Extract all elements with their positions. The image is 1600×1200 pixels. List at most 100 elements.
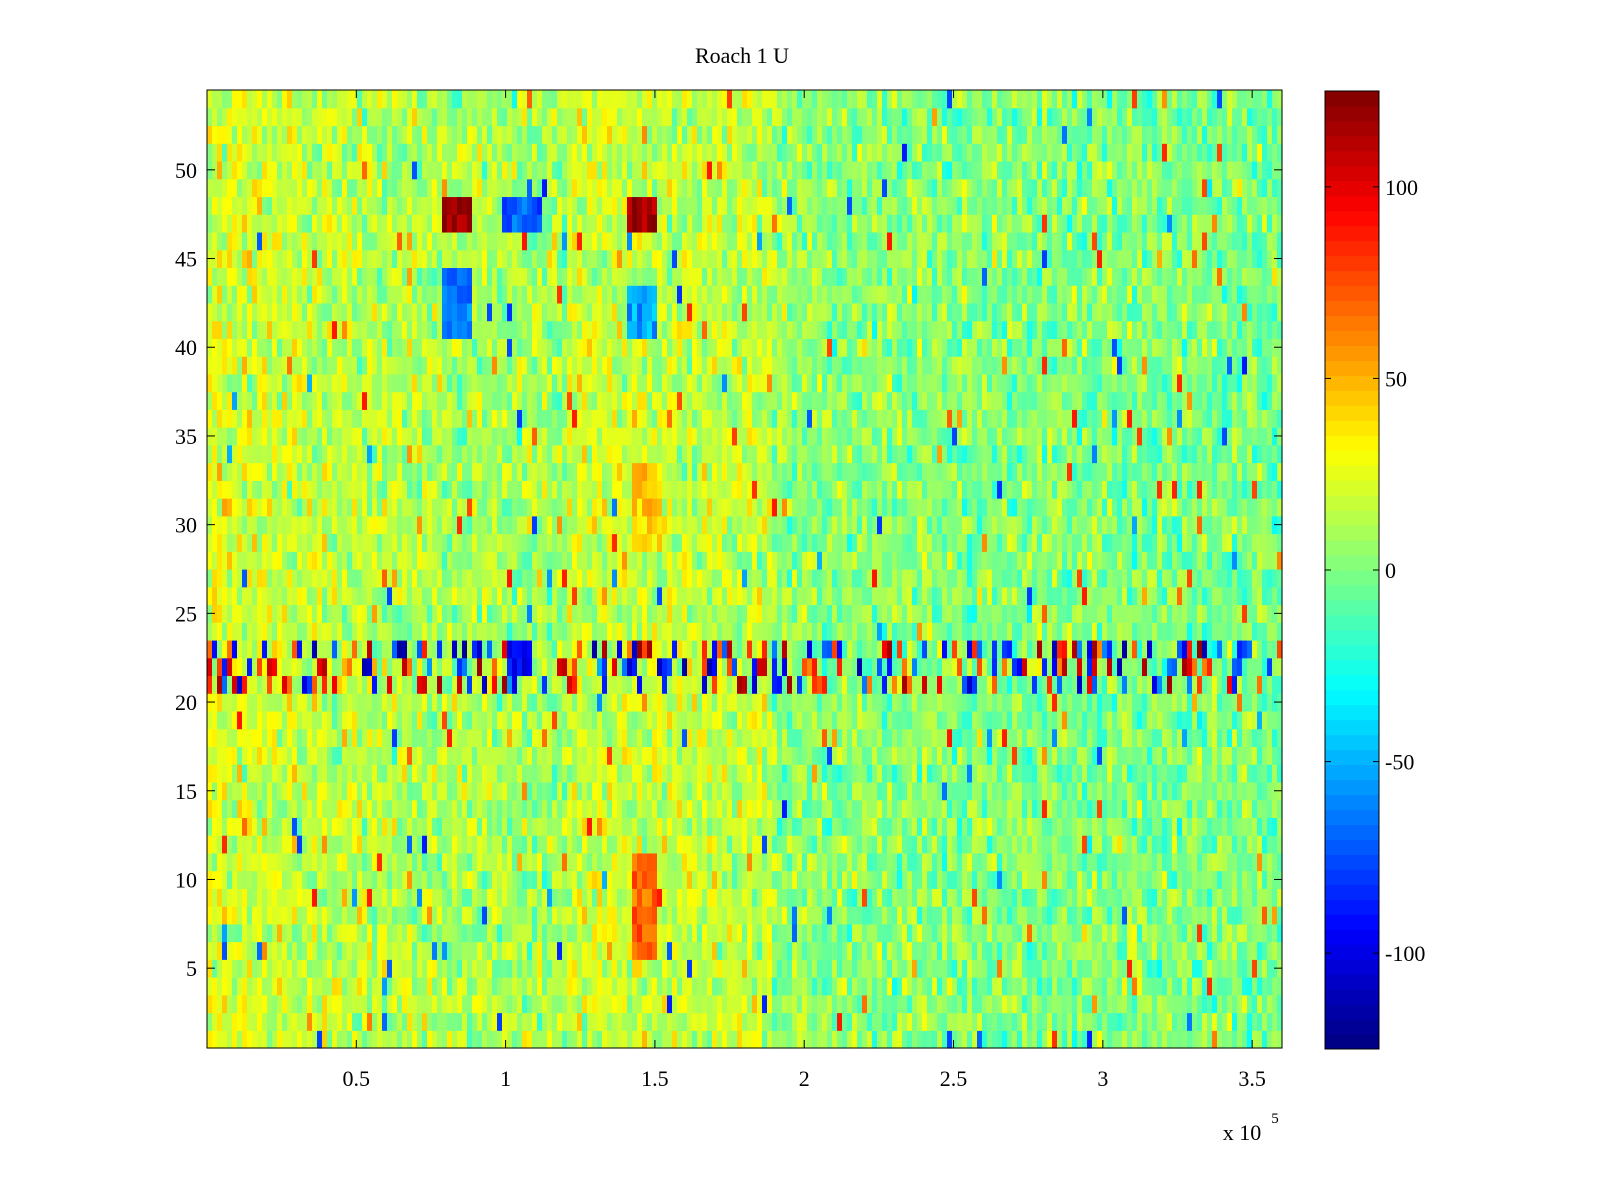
heatmap-cell: [682, 657, 688, 677]
heatmap-cell: [847, 817, 853, 836]
heatmap-cell: [812, 639, 818, 659]
heatmap-cell: [767, 941, 773, 960]
heatmap-cell: [737, 906, 743, 925]
heatmap-cell: [1082, 994, 1088, 1014]
heatmap-cell: [1002, 1012, 1008, 1031]
heatmap-cell: [447, 888, 453, 907]
heatmap-cell: [1102, 693, 1108, 712]
heatmap-cell: [1182, 977, 1188, 996]
heatmap-cell: [372, 977, 378, 996]
heatmap-cell: [1252, 764, 1258, 783]
heatmap-cell: [1137, 1030, 1143, 1049]
heatmap-cell: [227, 852, 233, 872]
heatmap-cell: [1102, 923, 1108, 943]
heatmap-cell: [247, 728, 253, 748]
heatmap-cell: [867, 764, 873, 783]
heatmap-cell: [1127, 746, 1133, 765]
heatmap-cell: [752, 923, 758, 943]
heatmap-cell: [822, 639, 828, 659]
heatmap-cell: [1267, 959, 1273, 978]
heatmap-cell: [1042, 870, 1048, 889]
heatmap-cell: [1232, 799, 1238, 818]
heatmap-cell: [262, 994, 268, 1014]
heatmap-cell: [387, 728, 393, 748]
heatmap-cell: [302, 746, 308, 765]
heatmap-cell: [277, 639, 283, 659]
heatmap-cell: [717, 994, 723, 1014]
heatmap-cell: [452, 781, 458, 801]
heatmap-cell: [577, 906, 583, 925]
heatmap-cell: [912, 728, 918, 748]
heatmap-cell: [507, 781, 513, 801]
heatmap-cell: [757, 781, 763, 801]
heatmap-cell: [1262, 888, 1268, 907]
heatmap-cell: [597, 923, 603, 943]
heatmap-cell: [1047, 888, 1053, 907]
heatmap-cell: [1132, 693, 1138, 712]
heatmap-cell: [1072, 675, 1078, 694]
heatmap-cell: [717, 923, 723, 943]
heatmap-cell: [547, 746, 553, 765]
heatmap-cell: [622, 1030, 628, 1049]
heatmap-cell: [652, 852, 658, 872]
heatmap-cell: [317, 870, 323, 889]
heatmap-cell: [767, 977, 773, 996]
heatmap-cell: [642, 1012, 648, 1031]
heatmap-cell: [277, 852, 283, 872]
heatmap-cell: [1207, 799, 1213, 818]
heatmap-cell: [217, 959, 223, 978]
heatmap-cell: [942, 1012, 948, 1031]
heatmap-cell: [1037, 835, 1043, 854]
heatmap-cell: [652, 1030, 658, 1049]
heatmap-cell: [662, 977, 668, 996]
heatmap-cell: [392, 941, 398, 960]
heatmap-cell: [777, 959, 783, 978]
heatmap-cell: [452, 941, 458, 960]
heatmap-cell: [412, 923, 418, 943]
heatmap-cell: [292, 622, 298, 641]
heatmap-cell: [862, 657, 868, 677]
heatmap-cell: [407, 675, 413, 694]
heatmap-cell: [502, 781, 508, 801]
heatmap-cell: [1217, 817, 1223, 836]
heatmap-cell: [1127, 639, 1133, 659]
heatmap-cell: [922, 870, 928, 889]
heatmap-cell: [517, 977, 523, 996]
heatmap-cell: [977, 817, 983, 836]
heatmap-cell: [342, 852, 348, 872]
heatmap-cell: [787, 906, 793, 925]
heatmap-cell: [547, 959, 553, 978]
heatmap-cell: [877, 693, 883, 712]
heatmap-cell: [982, 639, 988, 659]
heatmap-cell: [442, 693, 448, 712]
heatmap-cell: [572, 817, 578, 836]
heatmap-cell: [1137, 639, 1143, 659]
heatmap-cell: [1062, 994, 1068, 1014]
heatmap-cell: [452, 728, 458, 748]
heatmap-cell: [447, 799, 453, 818]
heatmap-cell: [427, 941, 433, 960]
heatmap-cell: [1062, 959, 1068, 978]
heatmap-cell: [912, 888, 918, 907]
heatmap-cell: [382, 1012, 388, 1031]
heatmap-cell: [922, 675, 928, 694]
heatmap-cell: [952, 1030, 958, 1049]
heatmap-cell: [852, 675, 858, 694]
heatmap-cell: [472, 852, 478, 872]
heatmap-cell: [972, 746, 978, 765]
heatmap-cell: [892, 799, 898, 818]
heatmap-cell: [207, 799, 213, 818]
heatmap-cell: [1192, 728, 1198, 748]
heatmap-cell: [742, 639, 748, 659]
heatmap-cell: [1132, 1030, 1138, 1049]
heatmap-cell: [1212, 728, 1218, 748]
heatmap-cell: [897, 675, 903, 694]
heatmap-cell: [812, 746, 818, 765]
heatmap-cell: [382, 639, 388, 659]
heatmap-cell: [667, 1012, 673, 1031]
heatmap-cell: [1052, 746, 1058, 765]
heatmap-cell: [682, 693, 688, 712]
heatmap-cell: [562, 888, 568, 907]
heatmap-cell: [1217, 746, 1223, 765]
heatmap-cell: [262, 1030, 268, 1049]
